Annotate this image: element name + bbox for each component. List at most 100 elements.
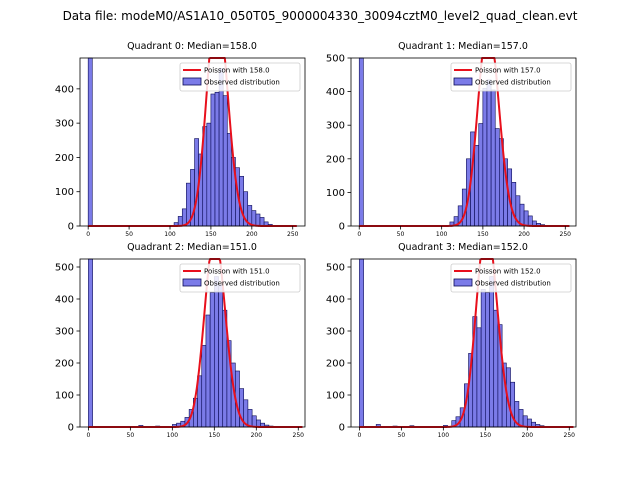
y-tick-label: 0: [68, 222, 74, 233]
histogram-bar: [527, 215, 533, 227]
histogram-bar: [480, 289, 486, 428]
y-tick-label: 100: [55, 187, 74, 198]
legend-observed-label: Observed distribution: [475, 79, 551, 87]
axes-frame: [79, 57, 306, 227]
x-tick-label: 0: [86, 231, 90, 238]
legend-frame: [450, 263, 572, 293]
legend-poisson-label: Poisson with 157.0: [475, 67, 541, 75]
x-tick-label: 100: [438, 432, 450, 439]
histogram-bar: [218, 67, 224, 227]
legend-observed-swatch: [182, 77, 202, 86]
histogram-bar: [359, 258, 364, 428]
legend-poisson-label: Poisson with 158.0: [204, 67, 270, 75]
y-tick-label: 100: [55, 391, 74, 402]
histogram-bar: [251, 210, 257, 227]
y-tick-label: 500: [326, 54, 345, 65]
x-tick-label: 100: [436, 231, 448, 238]
figure-title: Data file: modeM0/AS1A10_050T05_90000043…: [63, 9, 578, 23]
axes-frame: [350, 57, 577, 227]
histogram-bar: [87, 57, 93, 227]
y-tick-label: 300: [326, 327, 345, 338]
histogram-bar: [181, 208, 187, 227]
y-tick-label: 200: [326, 359, 345, 370]
y-tick-label: 200: [55, 153, 74, 164]
x-tick-label: 150: [480, 432, 492, 439]
y-tick-label: 200: [55, 359, 74, 370]
histogram-bar: [209, 292, 215, 428]
histogram-bar: [201, 345, 207, 428]
histogram-bar: [358, 57, 364, 227]
y-tick-label: 400: [55, 84, 74, 95]
histogram-bar: [259, 217, 265, 227]
histogram-bar: [482, 87, 488, 227]
x-tick-label: 200: [522, 432, 534, 439]
y-tick-label: 0: [339, 423, 345, 434]
quadrant-0-legend: Poisson with 158.0 Observed distribution: [179, 62, 301, 92]
legend-observed-swatch: [453, 278, 473, 287]
y-tick-label: 400: [326, 295, 345, 306]
legend-observed-swatch: [453, 77, 473, 86]
histogram-bar: [493, 309, 499, 428]
x-tick-label: 0: [86, 432, 90, 439]
x-tick-label: 50: [127, 432, 135, 439]
y-tick-label: 500: [326, 263, 345, 274]
legend-observed-label: Observed distribution: [475, 280, 551, 288]
x-tick-label: 250: [293, 432, 305, 439]
histogram-bar: [523, 210, 529, 227]
histogram-bar: [527, 418, 532, 428]
histogram-bar: [214, 276, 219, 428]
y-tick-label: 100: [326, 188, 345, 199]
histogram-bar: [177, 216, 183, 227]
legend-observed-label: Observed distribution: [204, 280, 280, 288]
y-tick-label: 300: [55, 119, 74, 130]
x-tick-label: 200: [518, 231, 530, 238]
y-tick-label: 400: [326, 87, 345, 98]
histogram-bar: [485, 292, 490, 428]
y-tick-label: 0: [68, 423, 74, 434]
x-tick-label: 250: [560, 231, 572, 238]
y-tick-label: 300: [326, 121, 345, 132]
histogram-bar: [205, 314, 211, 428]
legend-observed-label: Observed distribution: [204, 79, 280, 87]
histogram-bar: [247, 409, 253, 428]
quadrant-0-panel: Quadrant 0: Median=158.0 0 50 100 150 200 250…: [55, 41, 306, 238]
histogram-bar: [218, 284, 224, 428]
x-tick-label: 50: [398, 432, 406, 439]
legend-poisson-label: Poisson with 151.0: [204, 268, 270, 276]
x-tick-label: 0: [357, 231, 361, 238]
quadrant-0-title: Quadrant 0: Median=158.0: [127, 41, 257, 52]
y-tick-label: 300: [55, 327, 74, 338]
histogram-bar: [490, 89, 496, 227]
histogram-bar: [486, 79, 492, 227]
x-tick-label: 250: [564, 432, 576, 439]
quadrant-3-legend: Poisson with 152.0 Observed distribution: [450, 263, 572, 293]
quadrant-1-title: Quadrant 1: Median=157.0: [398, 41, 528, 52]
legend-frame: [179, 263, 301, 293]
y-tick-label: 200: [326, 154, 345, 165]
histogram-bar: [251, 415, 257, 428]
histogram-bar: [476, 327, 482, 428]
quadrant-2-panel: Quadrant 2: Median=151.0 0 50 100 150 200 250…: [55, 242, 306, 439]
axes-frame: [350, 258, 577, 428]
x-tick-label: 50: [397, 231, 405, 238]
histogram-bar: [210, 93, 216, 227]
histogram-bar: [206, 122, 212, 227]
x-tick-label: 100: [167, 432, 179, 439]
x-tick-label: 200: [251, 432, 263, 439]
histogram-bar: [494, 128, 500, 227]
x-tick-label: 100: [164, 231, 176, 238]
histogram-bar: [474, 145, 480, 227]
x-tick-label: 150: [209, 432, 221, 439]
x-tick-label: 200: [246, 231, 258, 238]
legend-observed-swatch: [182, 278, 202, 287]
histogram-bar: [214, 91, 220, 227]
quadrant-3-title: Quadrant 3: Median=152.0: [398, 242, 528, 253]
x-tick-label: 250: [287, 231, 299, 238]
quadrant-2-legend: Poisson with 151.0 Observed distribution: [179, 263, 301, 293]
x-tick-label: 50: [125, 231, 133, 238]
y-tick-label: 100: [326, 391, 345, 402]
y-tick-label: 400: [55, 295, 74, 306]
quadrant-3-panel: Quadrant 3: Median=152.0 0 50 100 150 200 250…: [326, 242, 577, 439]
y-tick-label: 500: [55, 263, 74, 274]
